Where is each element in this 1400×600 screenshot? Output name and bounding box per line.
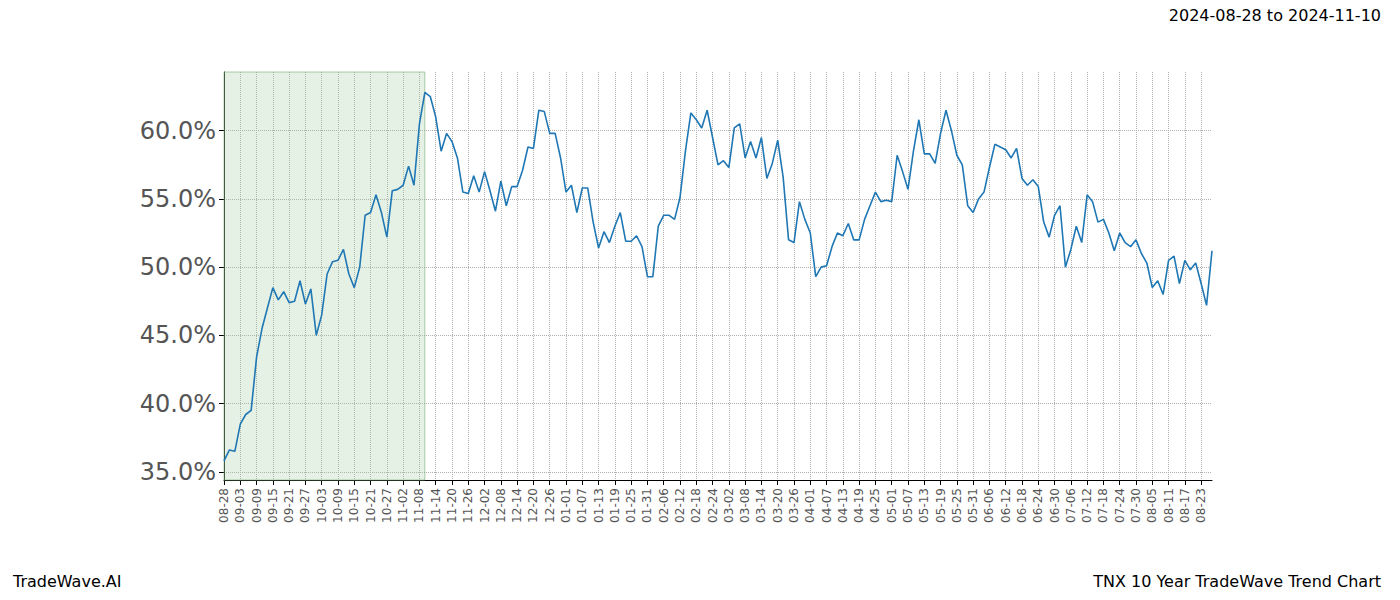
svg-text:01-19: 01-19: [608, 488, 622, 523]
svg-text:08-17: 08-17: [1178, 488, 1192, 523]
svg-text:07-06: 07-06: [1064, 488, 1078, 523]
svg-text:01-01: 01-01: [559, 488, 573, 523]
svg-text:09-09: 09-09: [250, 488, 264, 523]
svg-text:11-02: 11-02: [396, 488, 410, 523]
svg-text:03-08: 03-08: [738, 488, 752, 523]
svg-text:02-12: 02-12: [673, 488, 687, 523]
svg-text:11-08: 11-08: [412, 488, 426, 523]
svg-text:08-28: 08-28: [217, 488, 231, 523]
svg-text:04-25: 04-25: [868, 488, 882, 523]
svg-text:02-24: 02-24: [706, 488, 720, 523]
svg-text:12-20: 12-20: [526, 488, 540, 523]
svg-text:10-03: 10-03: [315, 488, 329, 523]
svg-text:12-26: 12-26: [543, 488, 557, 523]
svg-text:55.0%: 55.0%: [140, 185, 216, 213]
svg-text:03-14: 03-14: [754, 488, 768, 523]
svg-text:03-26: 03-26: [787, 488, 801, 523]
svg-text:10-15: 10-15: [347, 488, 361, 523]
svg-text:01-25: 01-25: [624, 488, 638, 523]
svg-text:09-21: 09-21: [282, 488, 296, 523]
svg-text:08-23: 08-23: [1194, 488, 1208, 523]
svg-text:60.0%: 60.0%: [140, 117, 216, 145]
svg-text:01-07: 01-07: [575, 488, 589, 523]
svg-text:12-02: 12-02: [478, 488, 492, 523]
svg-text:09-27: 09-27: [298, 488, 312, 523]
svg-text:04-01: 04-01: [803, 488, 817, 523]
svg-text:07-24: 07-24: [1113, 488, 1127, 523]
svg-text:03-02: 03-02: [722, 488, 736, 523]
svg-text:04-19: 04-19: [852, 488, 866, 523]
svg-text:12-14: 12-14: [510, 488, 524, 523]
svg-text:11-26: 11-26: [461, 488, 475, 523]
svg-text:02-06: 02-06: [657, 488, 671, 523]
svg-text:05-13: 05-13: [917, 488, 931, 523]
svg-text:04-13: 04-13: [836, 488, 850, 523]
svg-text:07-30: 07-30: [1129, 488, 1143, 523]
svg-text:06-06: 06-06: [982, 488, 996, 523]
svg-text:TNX 10 Year TradeWave Trend Ch: TNX 10 Year TradeWave Trend Chart: [1092, 572, 1381, 591]
svg-text:03-20: 03-20: [771, 488, 785, 523]
svg-text:05-07: 05-07: [901, 488, 915, 523]
svg-text:07-18: 07-18: [1096, 488, 1110, 523]
svg-text:09-15: 09-15: [266, 488, 280, 523]
svg-text:45.0%: 45.0%: [140, 321, 216, 349]
svg-text:50.0%: 50.0%: [140, 253, 216, 281]
svg-text:08-11: 08-11: [1162, 488, 1176, 523]
svg-text:40.0%: 40.0%: [140, 390, 216, 418]
svg-text:11-14: 11-14: [429, 488, 443, 523]
svg-text:12-08: 12-08: [494, 488, 508, 523]
svg-text:01-13: 01-13: [592, 488, 606, 523]
svg-text:05-19: 05-19: [934, 488, 948, 523]
svg-text:07-12: 07-12: [1080, 488, 1094, 523]
svg-text:35.0%: 35.0%: [140, 458, 216, 486]
svg-text:06-30: 06-30: [1048, 488, 1062, 523]
svg-text:08-05: 08-05: [1145, 488, 1159, 523]
svg-text:10-21: 10-21: [364, 488, 378, 523]
svg-text:05-01: 05-01: [885, 488, 899, 523]
svg-text:TradeWave.AI: TradeWave.AI: [12, 572, 121, 591]
svg-text:02-18: 02-18: [689, 488, 703, 523]
svg-text:09-03: 09-03: [233, 488, 247, 523]
svg-text:06-24: 06-24: [1031, 488, 1045, 523]
svg-text:04-07: 04-07: [820, 488, 834, 523]
svg-text:05-31: 05-31: [966, 488, 980, 523]
svg-text:2024-08-28 to 2024-11-10: 2024-08-28 to 2024-11-10: [1169, 6, 1381, 25]
svg-text:01-31: 01-31: [640, 488, 654, 523]
svg-text:10-27: 10-27: [380, 488, 394, 523]
svg-text:11-20: 11-20: [445, 488, 459, 523]
svg-text:06-18: 06-18: [1015, 488, 1029, 523]
svg-text:05-25: 05-25: [950, 488, 964, 523]
svg-text:06-12: 06-12: [999, 488, 1013, 523]
svg-text:10-09: 10-09: [331, 488, 345, 523]
